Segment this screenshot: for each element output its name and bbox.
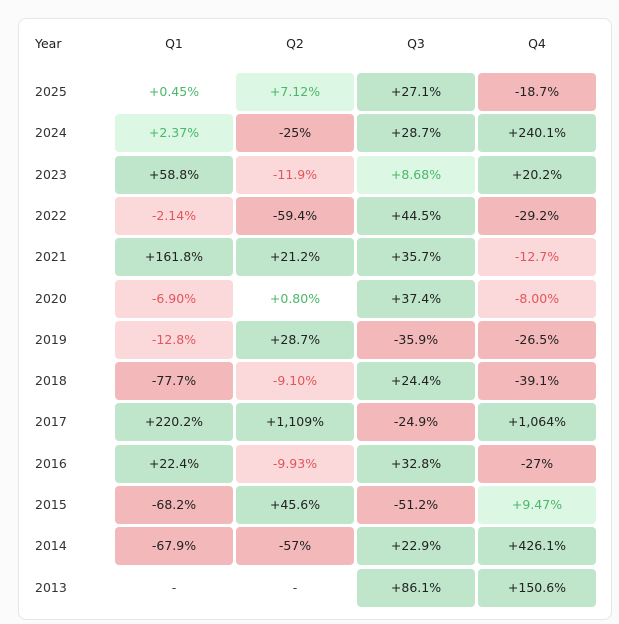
year-label: 2024 — [35, 125, 67, 141]
year-label: 2020 — [35, 290, 67, 306]
return-cell: +35.7% — [357, 238, 475, 277]
year-label: 2021 — [35, 249, 67, 265]
return-cell: - — [171, 579, 177, 595]
quarter-header: Q2 — [286, 36, 304, 51]
return-cell: +32.8% — [357, 444, 475, 483]
return-cell: +7.12% — [236, 73, 354, 111]
return-cell: +44.5% — [357, 196, 475, 235]
return-cell: -39.1% — [478, 362, 596, 401]
return-cell: +9.47% — [478, 486, 596, 524]
return-cell: +220.2% — [115, 403, 233, 442]
return-cell: +28.7% — [357, 114, 475, 153]
return-cell: -9.93% — [236, 444, 354, 483]
return-cell: +21.2% — [236, 238, 354, 277]
return-cell: -35.9% — [357, 320, 475, 359]
return-cell: +1,064% — [478, 403, 596, 442]
return-cell: -9.10% — [236, 362, 354, 401]
year-label: 2022 — [35, 207, 67, 223]
return-cell: -59.4% — [236, 196, 354, 235]
return-cell: -68.2% — [115, 486, 233, 524]
return-cell: +8.68% — [357, 155, 475, 194]
return-cell: +58.8% — [115, 155, 233, 194]
quarter-header: Q1 — [165, 36, 183, 51]
return-cell: +426.1% — [478, 527, 596, 566]
return-cell: -57% — [236, 527, 354, 566]
return-cell: -24.9% — [357, 403, 475, 442]
year-header: Year — [35, 36, 62, 51]
return-cell: -18.7% — [478, 73, 596, 111]
return-cell: +150.6% — [478, 568, 596, 607]
returns-table: Year Q1 Q2 Q3 Q4 2025 +0.45% +7.12% +27.1% -18.7%… — [18, 18, 612, 620]
return-cell: +22.4% — [115, 444, 233, 483]
return-cell: +1,109% — [236, 403, 354, 442]
year-label: 2019 — [35, 331, 67, 347]
return-cell: +37.4% — [357, 279, 475, 318]
return-cell: +0.45% — [148, 84, 200, 99]
return-cell: +240.1% — [478, 114, 596, 153]
return-cell: -67.9% — [115, 527, 233, 566]
return-cell: +20.2% — [478, 155, 596, 194]
return-cell: -27% — [478, 444, 596, 483]
return-cell: -6.90% — [115, 279, 233, 318]
return-cell: +86.1% — [357, 568, 475, 607]
year-label: 2015 — [35, 497, 67, 512]
return-cell: +22.9% — [357, 527, 475, 566]
return-cell: -8.00% — [478, 279, 596, 318]
return-cell: -12.7% — [478, 238, 596, 277]
year-label: 2025 — [35, 84, 67, 99]
return-cell: +161.8% — [115, 238, 233, 277]
quarter-header: Q3 — [407, 36, 425, 51]
return-cell: +28.7% — [236, 320, 354, 359]
return-cell: - — [292, 579, 298, 595]
return-cell: -12.8% — [115, 320, 233, 359]
return-cell: -2.14% — [115, 196, 233, 235]
return-cell: +2.37% — [115, 114, 233, 153]
return-cell: +24.4% — [357, 362, 475, 401]
return-cell: +45.6% — [236, 486, 354, 524]
return-cell: +27.1% — [357, 73, 475, 111]
return-cell: -51.2% — [357, 486, 475, 524]
year-label: 2023 — [35, 166, 67, 182]
return-cell: -26.5% — [478, 320, 596, 359]
year-label: 2016 — [35, 455, 67, 471]
year-label: 2018 — [35, 373, 67, 389]
quarter-header: Q4 — [528, 36, 546, 51]
return-cell: +0.80% — [269, 290, 321, 306]
year-label: 2017 — [35, 414, 67, 430]
year-label: 2014 — [35, 538, 67, 554]
return-cell: -25% — [236, 114, 354, 153]
return-cell: -77.7% — [115, 362, 233, 401]
year-label: 2013 — [35, 579, 67, 595]
return-cell: -11.9% — [236, 155, 354, 194]
return-cell: -29.2% — [478, 196, 596, 235]
